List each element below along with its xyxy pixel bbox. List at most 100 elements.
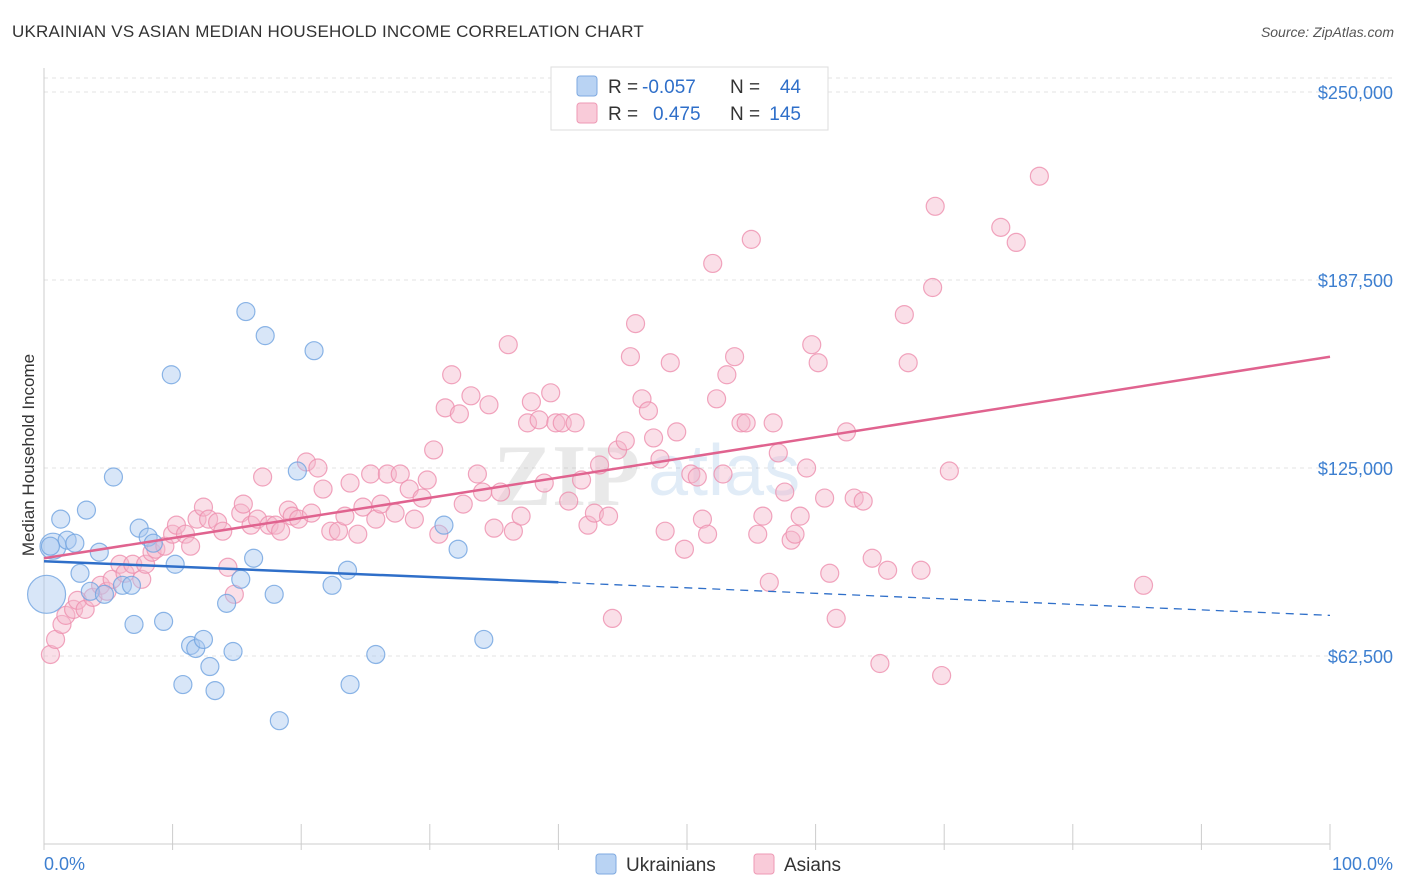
asians-point <box>796 458 817 478</box>
asians-point <box>484 518 504 538</box>
asians-point <box>453 494 473 514</box>
asians-point <box>736 413 756 433</box>
asians-point <box>313 479 333 499</box>
source-label: Source: ZipAtlas.com <box>1260 24 1394 40</box>
ukrainians-point <box>255 326 275 346</box>
ukrainians-point <box>51 509 71 529</box>
asians-point <box>741 229 761 249</box>
x-tick-label-min: 0.0% <box>44 854 85 874</box>
asians-point <box>815 488 835 508</box>
ukrainians-point <box>173 674 193 695</box>
ukrainians-point <box>153 611 174 632</box>
asians-point <box>925 196 945 216</box>
y-axis-label: Median Household Income <box>19 354 38 556</box>
x-tick-label-max: 100.0% <box>1332 854 1393 874</box>
asians-point <box>790 506 810 526</box>
asians-point <box>703 253 723 274</box>
asians-point <box>674 539 695 559</box>
asians-point <box>1029 166 1049 186</box>
legend-bottom-swatch-ukrainians <box>595 853 617 875</box>
asians-point <box>361 464 381 484</box>
asians-point <box>748 524 768 544</box>
legend-n-value-1: 44 <box>780 77 802 98</box>
asians-point <box>911 560 931 580</box>
ukrainians-point <box>40 536 61 556</box>
asians-point <box>56 605 76 625</box>
asians-point <box>660 353 680 373</box>
asians-point <box>820 563 840 583</box>
asians-point <box>808 353 828 373</box>
ukrainians-point <box>205 680 225 701</box>
asians-point <box>498 335 518 355</box>
asians-point <box>697 524 718 544</box>
asians-point <box>366 509 386 529</box>
asians-point <box>894 304 914 325</box>
asians-point <box>785 524 805 544</box>
asians-point <box>650 449 670 469</box>
asians-point <box>615 431 635 451</box>
asians-point <box>193 497 214 517</box>
asians-point <box>759 572 779 592</box>
legend-bottom-swatch-asians <box>753 853 775 875</box>
asians-point <box>713 464 733 484</box>
asians-point <box>467 464 487 484</box>
asians-point <box>598 506 619 526</box>
ukrainians-point <box>448 539 468 559</box>
y-tick-label: $250,000 <box>1318 83 1393 103</box>
ukrainians-point <box>287 461 307 481</box>
asians-point <box>417 470 437 490</box>
asians-point <box>655 521 675 541</box>
asians-point <box>667 422 687 442</box>
legend-swatch-asians <box>576 102 598 124</box>
asians-point <box>565 413 585 433</box>
x-tick-labels: 0.0% 100.0% <box>44 854 1393 874</box>
ukrainians-point <box>65 533 85 553</box>
asians-point <box>706 389 727 409</box>
asians-point <box>870 653 890 674</box>
ukrainians-point <box>244 548 264 568</box>
legend-bottom: Ukrainians Asians <box>595 853 841 876</box>
asians-point <box>753 506 773 526</box>
ukrainians-point <box>124 614 144 635</box>
ukrainians-point <box>165 554 185 574</box>
ukrainians-point <box>366 644 386 665</box>
asians-point <box>853 491 873 511</box>
asians-point <box>620 347 641 367</box>
asians-point <box>584 503 605 523</box>
asians-point <box>731 413 751 433</box>
asians-point <box>878 560 898 580</box>
asians-point <box>442 365 462 385</box>
asians-point <box>511 506 531 526</box>
y-tick-labels: $62,500 $125,000 $187,500 $250,000 <box>1318 83 1393 667</box>
asians-point <box>348 524 368 544</box>
asians-point <box>643 428 664 448</box>
axes <box>43 68 1331 850</box>
asians-point <box>632 389 652 409</box>
ukrainians-point <box>94 584 115 604</box>
ukrainians-point <box>80 581 100 601</box>
asians-point <box>479 395 499 415</box>
asians-point <box>932 665 952 686</box>
asians-point <box>625 314 646 334</box>
asians-point <box>321 521 341 541</box>
asians-trend-line <box>43 355 1331 560</box>
legend-r-label-2: R = <box>608 104 638 125</box>
asians-point <box>923 277 943 298</box>
asians-point <box>578 515 598 535</box>
asians-point <box>181 536 201 556</box>
asians-point <box>1133 575 1154 595</box>
asians-point <box>638 401 659 421</box>
legend-top: R = -0.057 N = 44 R = 0.475 N = 145 <box>550 66 829 131</box>
ukrainians-point <box>264 584 284 604</box>
legend-r-value-2: 0.475 <box>653 104 701 125</box>
legend-n-label-2: N = <box>730 104 760 125</box>
ukrainians-point <box>474 629 494 650</box>
asians-point <box>424 440 444 460</box>
asians-point <box>435 398 455 418</box>
asians-point <box>541 383 561 403</box>
ukrainians-point <box>89 542 109 562</box>
asians-point <box>898 353 918 373</box>
ukrainians-point <box>236 301 256 322</box>
ukrainians-point <box>57 530 77 550</box>
